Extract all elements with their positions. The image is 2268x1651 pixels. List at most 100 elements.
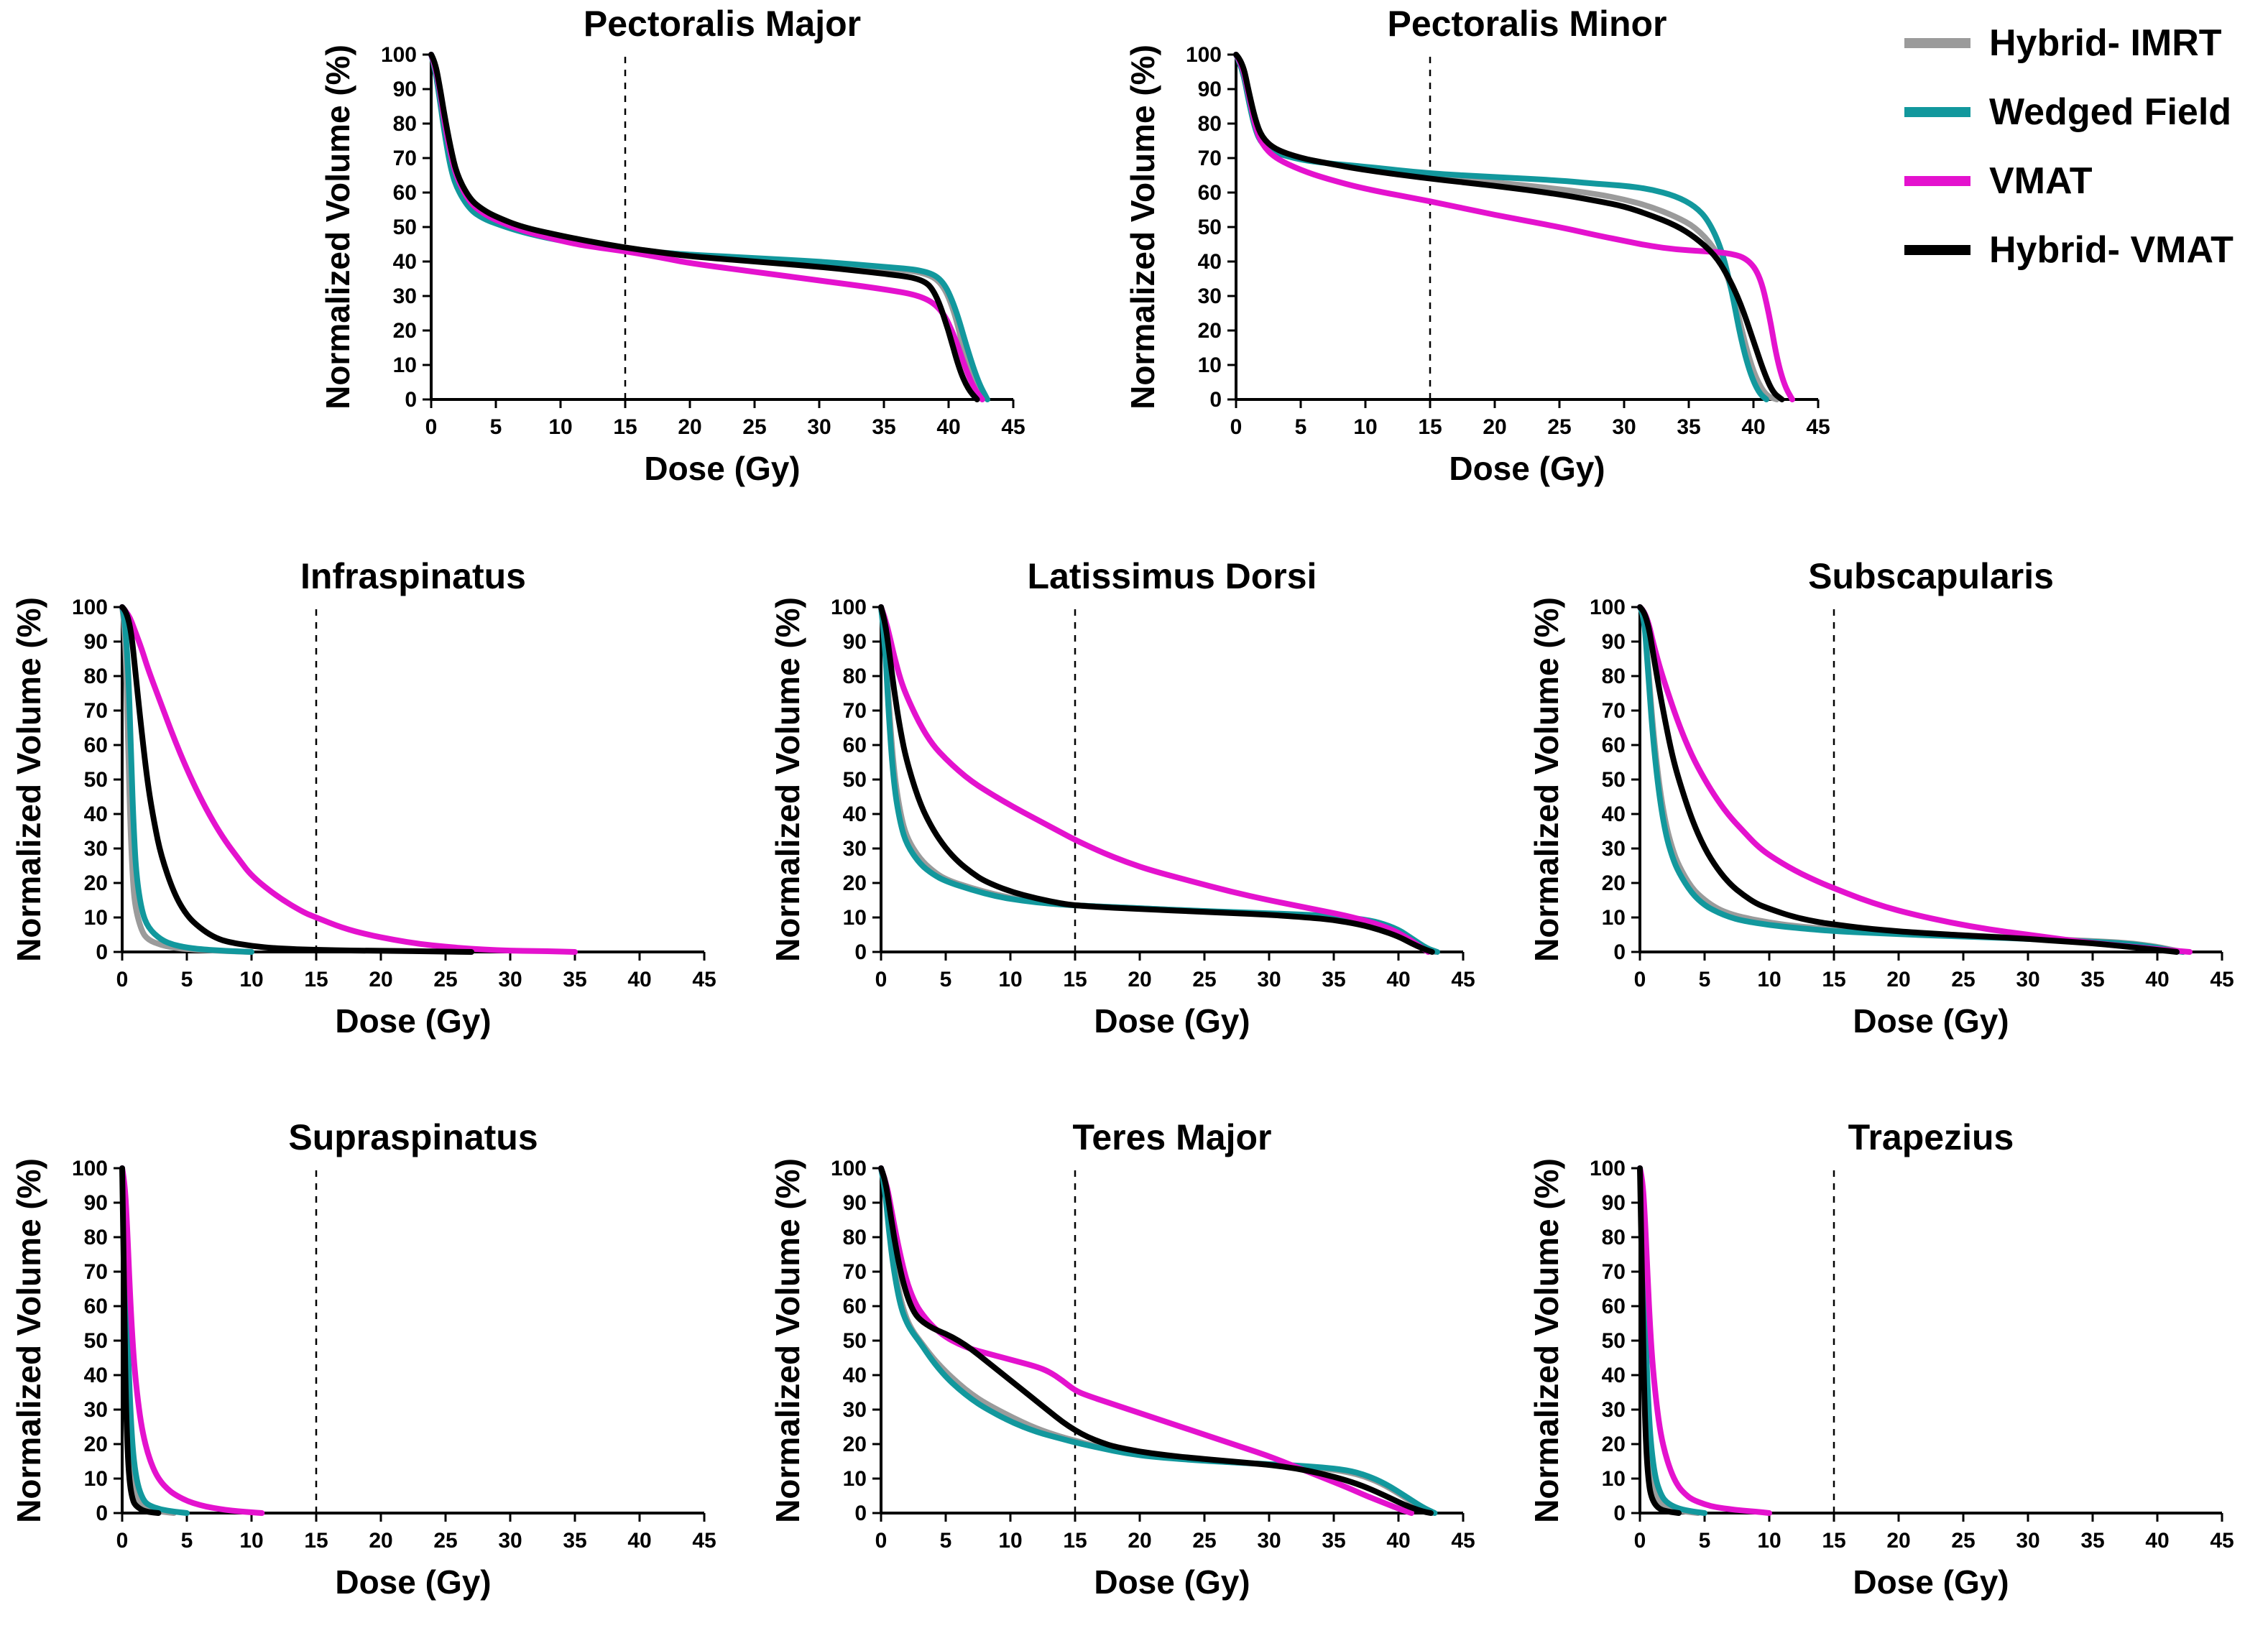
y-tick-label: 30 (1602, 1398, 1626, 1422)
x-tick-label: 30 (498, 968, 522, 991)
series-vmat (119, 604, 578, 955)
series-hybrid-imrt (878, 604, 1438, 955)
y-tick-label: 100 (72, 596, 108, 619)
x-tick-label: 5 (940, 968, 952, 991)
y-tick-label: 100 (1590, 596, 1626, 619)
x-tick-label: 15 (1822, 968, 1845, 991)
chart-row-top: Pectoralis Major Normalized Volume (%) 0 10… (323, 4, 1861, 529)
y-axis-label: Normalized Volume (%) (773, 597, 806, 962)
x-tick-label: 10 (1353, 415, 1377, 439)
x-tick-label: 10 (998, 968, 1022, 991)
y-tick-label: 80 (84, 1226, 108, 1249)
y-tick-label: 0 (854, 1502, 867, 1525)
x-tick-label: 45 (2210, 1529, 2234, 1553)
x-tick-label: 5 (181, 968, 193, 991)
y-tick-label: 30 (84, 837, 108, 861)
x-tick-label: 35 (563, 968, 586, 991)
x-tick-label: 15 (304, 1529, 328, 1553)
series-wedged-field (878, 604, 1440, 955)
y-tick-label: 100 (831, 1157, 867, 1180)
legend-label-wedged-field: Wedged Field (1989, 91, 2232, 133)
chart-title: Latissimus Dorsi (1028, 557, 1317, 596)
chart-title: Subscapularis (1808, 557, 2054, 596)
x-tick-label: 45 (2210, 968, 2234, 991)
series-hybrid-vmat (1637, 1165, 1682, 1516)
y-tick-label: 60 (843, 1295, 867, 1318)
x-tick-label: 25 (1192, 968, 1216, 991)
x-tick-label: 0 (116, 1529, 129, 1553)
y-tick-label: 90 (393, 78, 417, 101)
y-tick-label: 20 (1198, 319, 1222, 343)
legend-swatch-vmat-icon (1904, 176, 1970, 186)
x-tick-label: 25 (1547, 415, 1571, 439)
x-tick-label: 25 (433, 1529, 457, 1553)
y-tick-label: 100 (381, 43, 417, 67)
x-tick-label: 0 (1230, 415, 1243, 439)
y-tick-label: 90 (843, 630, 867, 654)
y-tick-label: 10 (843, 906, 867, 930)
x-tick-label: 40 (627, 1529, 651, 1553)
series-hybrid-vmat (878, 1165, 1434, 1516)
y-tick-label: 80 (393, 112, 417, 136)
series-vmat (119, 1165, 265, 1516)
y-tick-label: 30 (843, 837, 867, 861)
chart-row-bottom: Supraspinatus Normalized Volume (%) 0 10 20 3… (14, 1118, 2265, 1642)
x-tick-label: 35 (2080, 1529, 2104, 1553)
chart-infraspinatus: Infraspinatus Normalized Volume (%) 0 10 20 3… (14, 557, 716, 1040)
x-tick-label: 10 (1757, 1529, 1781, 1553)
legend-swatch-wedged-field-icon (1904, 107, 1970, 117)
x-tick-label: 15 (613, 415, 637, 439)
y-tick-label: 20 (84, 1433, 108, 1456)
x-tick-label: 35 (1677, 415, 1700, 439)
y-tick-label: 60 (1198, 181, 1222, 205)
x-tick-label: 35 (563, 1529, 586, 1553)
x-tick-label: 5 (1295, 415, 1307, 439)
x-tick-label: 30 (498, 1529, 522, 1553)
chart-pectoralis-minor: Pectoralis Minor Normalized Volume (%) 0 10… (1128, 4, 1830, 487)
x-tick-label: 5 (490, 415, 502, 439)
x-tick-label: 40 (2145, 968, 2169, 991)
y-tick-label: 60 (843, 734, 867, 757)
legend: Hybrid- IMRT Wedged Field VMAT Hybrid- V… (1904, 22, 2234, 272)
y-tick-label: 30 (1602, 837, 1626, 861)
y-tick-label: 40 (843, 1364, 867, 1387)
x-tick-label: 20 (1128, 1529, 1151, 1553)
y-tick-label: 30 (1198, 285, 1222, 308)
y-tick-label: 70 (843, 699, 867, 723)
y-tick-label: 40 (843, 803, 867, 826)
x-axis-label: Dose (Gy) (1094, 1563, 1250, 1601)
y-tick-label: 20 (393, 319, 417, 343)
y-tick-label: 70 (1198, 147, 1222, 170)
x-tick-label: 10 (239, 1529, 263, 1553)
x-tick-label: 0 (116, 968, 129, 991)
y-tick-label: 90 (84, 1191, 108, 1215)
y-tick-label: 100 (72, 1157, 108, 1180)
x-tick-label: 35 (2080, 968, 2104, 991)
legend-swatch-hybrid-imrt-icon (1904, 38, 1970, 48)
y-tick-label: 0 (405, 388, 417, 412)
x-tick-label: 10 (1757, 968, 1781, 991)
series-vmat (1233, 52, 1795, 402)
y-tick-label: 50 (843, 768, 867, 792)
x-axis-label: Dose (Gy) (335, 1002, 491, 1040)
y-tick-label: 60 (84, 734, 108, 757)
x-tick-label: 30 (2016, 968, 2039, 991)
x-tick-label: 45 (1451, 1529, 1475, 1553)
y-axis-label: Normalized Volume (%) (773, 1158, 806, 1523)
y-tick-label: 30 (393, 285, 417, 308)
chart-teres-major: Teres Major Normalized Volume (%) 0 10 20 30 4… (773, 1118, 1475, 1601)
y-tick-label: 70 (1602, 699, 1626, 723)
series-vmat (1637, 1165, 1772, 1516)
y-tick-label: 60 (1602, 1295, 1626, 1318)
x-tick-label: 35 (872, 415, 895, 439)
x-tick-label: 15 (1063, 1529, 1087, 1553)
x-tick-label: 20 (369, 1529, 392, 1553)
y-tick-label: 100 (1590, 1157, 1626, 1180)
legend-label-hybrid-vmat: Hybrid- VMAT (1989, 229, 2234, 271)
y-tick-label: 40 (1198, 250, 1222, 274)
y-tick-label: 50 (84, 768, 108, 792)
chart-trapezius: Trapezius Normalized Volume (%) 0 10 20 30 40 5… (1532, 1118, 2234, 1601)
y-tick-label: 90 (1198, 78, 1222, 101)
x-tick-label: 40 (1741, 415, 1765, 439)
